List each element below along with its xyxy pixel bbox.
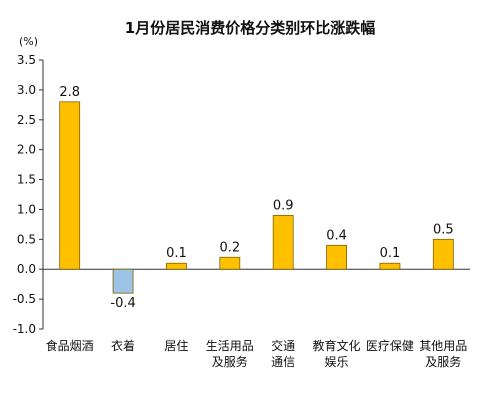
- y-tick-label: 1.5: [17, 173, 36, 187]
- value-label: 0.5: [433, 222, 454, 237]
- value-label: 2.8: [59, 85, 80, 100]
- value-labels: 2.8 -0.4 0.1 0.2 0.9 0.4 0.1 0.5: [59, 85, 453, 311]
- category-label: 教育文化: [313, 338, 361, 353]
- y-tick-label: -1.0: [13, 322, 36, 336]
- value-label: -0.4: [110, 296, 135, 311]
- y-tick-label: -0.5: [13, 292, 36, 306]
- y-tick-label: 3.5: [17, 53, 36, 67]
- category-label: 医疗保健: [366, 339, 414, 353]
- category-label: 交通: [271, 338, 295, 353]
- bar: [432, 238, 454, 270]
- y-tick-label: 0.0: [17, 262, 36, 276]
- bar: [166, 262, 187, 270]
- value-label: 0.9: [273, 198, 294, 213]
- bar: [112, 268, 134, 294]
- category-label: 及服务: [212, 354, 248, 369]
- y-tick-label: 1.0: [17, 202, 36, 216]
- category-label: 居住: [164, 339, 188, 353]
- y-tick-label: 0.5: [17, 232, 36, 246]
- category-label: 娱乐: [325, 355, 349, 369]
- category-label: 通信: [271, 355, 295, 369]
- value-label: 0.4: [326, 228, 347, 243]
- bar: [219, 256, 241, 270]
- category-label: 及服务: [425, 354, 461, 369]
- chart-title: 1月份居民消费价格分类别环比涨跌幅: [125, 19, 375, 37]
- unit-label: (%): [19, 35, 38, 48]
- bar: [59, 101, 81, 270]
- bar: [272, 215, 294, 270]
- bar: [379, 262, 401, 270]
- y-tick-label: 2.5: [17, 113, 36, 127]
- category-label: 其他用品: [419, 339, 467, 353]
- y-tick-label: 2.0: [17, 143, 36, 157]
- category-label: 衣着: [111, 338, 135, 353]
- category-label: 生活用品: [206, 339, 254, 353]
- y-tick-label: 3.0: [17, 83, 36, 97]
- bar: [326, 244, 347, 270]
- value-label: 0.1: [380, 246, 401, 261]
- value-label: 0.2: [219, 240, 240, 255]
- value-label: 0.1: [166, 246, 187, 261]
- bars: [59, 101, 454, 294]
- category-label: 食品烟酒: [46, 338, 94, 353]
- axes: 3.5 3.0 2.5 2.0 1.5 1.0 0.5 0.0 -0.5 -1.0: [13, 53, 470, 336]
